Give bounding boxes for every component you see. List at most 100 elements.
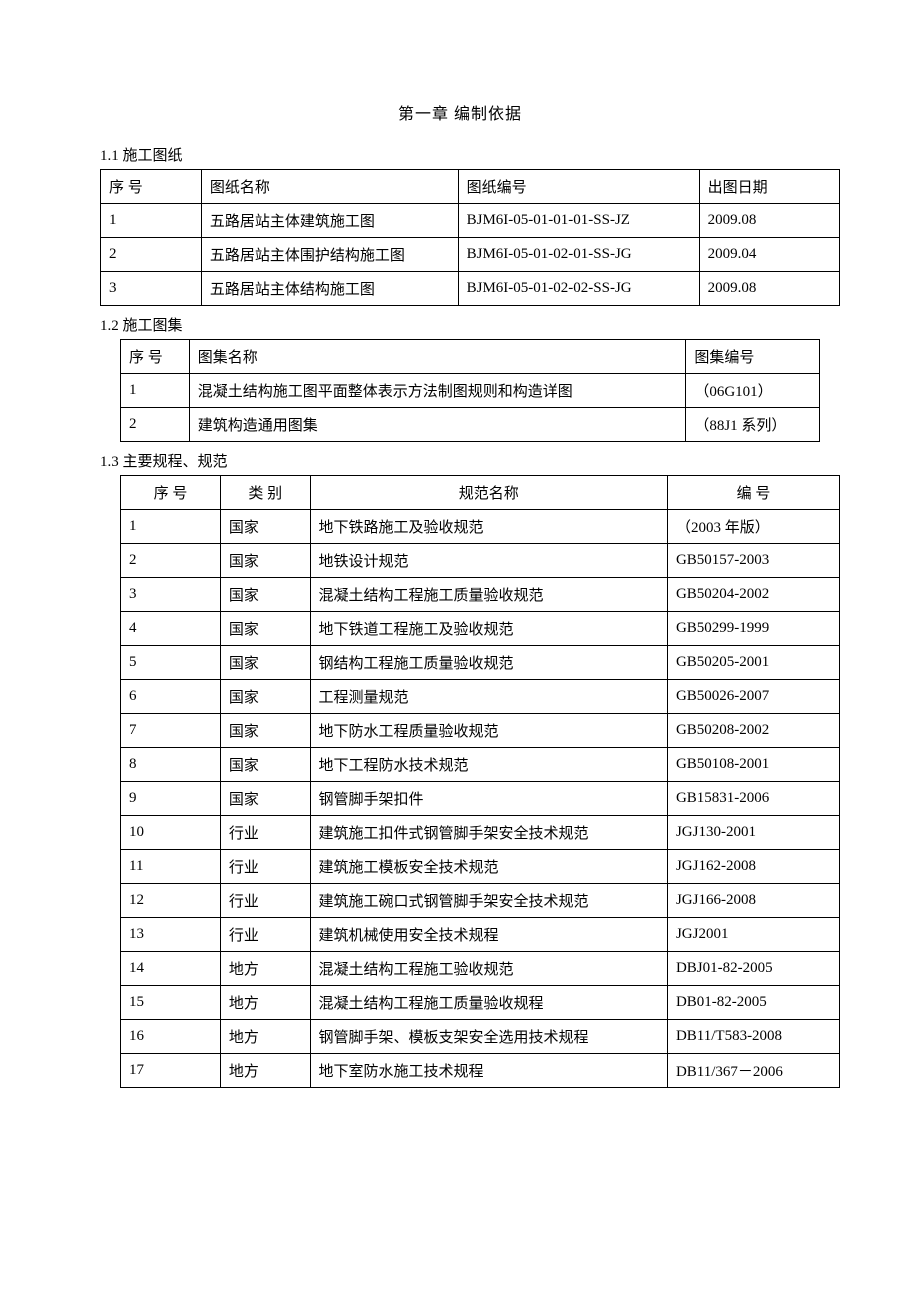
cell-code: （06G101）: [686, 374, 820, 408]
table-row: 1国家地下铁路施工及验收规范（2003 年版）: [121, 510, 840, 544]
cell-date: 2009.08: [699, 272, 839, 306]
cell-code: DBJ01-82-2005: [667, 952, 839, 986]
cell-code: （2003 年版）: [667, 510, 839, 544]
cell-seq: 9: [121, 782, 221, 816]
cell-seq: 15: [121, 986, 221, 1020]
cell-cat: 国家: [220, 748, 310, 782]
table-standards: 序 号 类 别 规范名称 编 号 1国家地下铁路施工及验收规范（2003 年版）…: [120, 475, 840, 1088]
header-seq: 序 号: [121, 476, 221, 510]
table-row: 1五路居站主体建筑施工图BJM6I-05-01-01-01-SS-JZ2009.…: [101, 204, 840, 238]
table-row: 13行业建筑机械使用安全技术规程JGJ2001: [121, 918, 840, 952]
cell-date: 2009.04: [699, 238, 839, 272]
cell-cat: 国家: [220, 782, 310, 816]
table-row: 10行业建筑施工扣件式钢管脚手架安全技术规范JGJ130-2001: [121, 816, 840, 850]
cell-name: 五路居站主体围护结构施工图: [201, 238, 458, 272]
table-row: 12行业建筑施工碗口式钢管脚手架安全技术规范JGJ166-2008: [121, 884, 840, 918]
cell-seq: 3: [101, 272, 202, 306]
table-header-row: 序 号 图纸名称 图纸编号 出图日期: [101, 170, 840, 204]
cell-code: GB50026-2007: [667, 680, 839, 714]
cell-cat: 国家: [220, 544, 310, 578]
cell-cat: 国家: [220, 612, 310, 646]
cell-name: 建筑构造通用图集: [189, 408, 686, 442]
section-2-heading: 1.2 施工图集: [100, 314, 820, 335]
cell-cat: 国家: [220, 646, 310, 680]
cell-seq: 1: [101, 204, 202, 238]
cell-code: BJM6I-05-01-02-02-SS-JG: [458, 272, 699, 306]
cell-name: 地下防水工程质量验收规范: [310, 714, 667, 748]
table-row: 1混凝土结构施工图平面整体表示方法制图规则和构造详图（06G101）: [121, 374, 820, 408]
cell-name: 混凝土结构施工图平面整体表示方法制图规则和构造详图: [189, 374, 686, 408]
cell-name: 五路居站主体结构施工图: [201, 272, 458, 306]
cell-name: 地下室防水施工技术规程: [310, 1054, 667, 1088]
header-date: 出图日期: [699, 170, 839, 204]
cell-cat: 地方: [220, 1054, 310, 1088]
table-row: 17地方地下室防水施工技术规程DB11/367－2006: [121, 1054, 840, 1088]
table-drawings: 序 号 图纸名称 图纸编号 出图日期 1五路居站主体建筑施工图BJM6I-05-…: [100, 169, 840, 306]
section-3-heading: 1.3 主要规程、规范: [100, 450, 820, 471]
cell-cat: 国家: [220, 680, 310, 714]
cell-code: BJM6I-05-01-02-01-SS-JG: [458, 238, 699, 272]
cell-code: JGJ2001: [667, 918, 839, 952]
table-row: 3五路居站主体结构施工图BJM6I-05-01-02-02-SS-JG2009.…: [101, 272, 840, 306]
cell-code: JGJ162-2008: [667, 850, 839, 884]
table-header-row: 序 号 图集名称 图集编号: [121, 340, 820, 374]
cell-cat: 行业: [220, 918, 310, 952]
cell-name: 混凝土结构工程施工验收规范: [310, 952, 667, 986]
cell-seq: 1: [121, 510, 221, 544]
table-row: 9国家钢管脚手架扣件GB15831-2006: [121, 782, 840, 816]
cell-name: 地下工程防水技术规范: [310, 748, 667, 782]
cell-date: 2009.08: [699, 204, 839, 238]
cell-code: GB50299-1999: [667, 612, 839, 646]
cell-code: DB01-82-2005: [667, 986, 839, 1020]
cell-code: BJM6I-05-01-01-01-SS-JZ: [458, 204, 699, 238]
cell-code: GB50205-2001: [667, 646, 839, 680]
cell-code: GB15831-2006: [667, 782, 839, 816]
cell-name: 工程测量规范: [310, 680, 667, 714]
cell-cat: 行业: [220, 816, 310, 850]
table-row: 5国家钢结构工程施工质量验收规范GB50205-2001: [121, 646, 840, 680]
cell-code: GB50208-2002: [667, 714, 839, 748]
table-row: 16地方钢管脚手架、模板支架安全选用技术规程DB11/T583-2008: [121, 1020, 840, 1054]
cell-name: 混凝土结构工程施工质量验收规范: [310, 578, 667, 612]
section-1-heading: 1.1 施工图纸: [100, 144, 820, 165]
header-name: 图纸名称: [201, 170, 458, 204]
table-row: 7国家地下防水工程质量验收规范GB50208-2002: [121, 714, 840, 748]
cell-seq: 7: [121, 714, 221, 748]
table-row: 3国家混凝土结构工程施工质量验收规范GB50204-2002: [121, 578, 840, 612]
cell-code: GB50157-2003: [667, 544, 839, 578]
header-code: 图纸编号: [458, 170, 699, 204]
header-name: 规范名称: [310, 476, 667, 510]
cell-name: 混凝土结构工程施工质量验收规程: [310, 986, 667, 1020]
cell-seq: 12: [121, 884, 221, 918]
table-row: 2建筑构造通用图集（88J1 系列）: [121, 408, 820, 442]
header-code: 图集编号: [686, 340, 820, 374]
header-seq: 序 号: [121, 340, 190, 374]
cell-cat: 行业: [220, 850, 310, 884]
cell-name: 地下铁路施工及验收规范: [310, 510, 667, 544]
cell-seq: 10: [121, 816, 221, 850]
table-row: 15地方混凝土结构工程施工质量验收规程DB01-82-2005: [121, 986, 840, 1020]
header-code: 编 号: [667, 476, 839, 510]
cell-seq: 17: [121, 1054, 221, 1088]
cell-code: JGJ130-2001: [667, 816, 839, 850]
cell-code: DB11/367－2006: [667, 1054, 839, 1088]
table-header-row: 序 号 类 别 规范名称 编 号: [121, 476, 840, 510]
cell-seq: 1: [121, 374, 190, 408]
cell-code: DB11/T583-2008: [667, 1020, 839, 1054]
cell-seq: 4: [121, 612, 221, 646]
cell-name: 钢结构工程施工质量验收规范: [310, 646, 667, 680]
header-name: 图集名称: [189, 340, 686, 374]
cell-seq: 5: [121, 646, 221, 680]
cell-seq: 2: [101, 238, 202, 272]
cell-code: GB50204-2002: [667, 578, 839, 612]
cell-name: 钢管脚手架、模板支架安全选用技术规程: [310, 1020, 667, 1054]
cell-seq: 11: [121, 850, 221, 884]
table-row: 4国家地下铁道工程施工及验收规范GB50299-1999: [121, 612, 840, 646]
table-row: 8国家地下工程防水技术规范GB50108-2001: [121, 748, 840, 782]
chapter-title: 第一章 编制依据: [100, 100, 820, 124]
cell-cat: 行业: [220, 884, 310, 918]
cell-code: （88J1 系列）: [686, 408, 820, 442]
header-seq: 序 号: [101, 170, 202, 204]
cell-name: 地下铁道工程施工及验收规范: [310, 612, 667, 646]
cell-cat: 国家: [220, 578, 310, 612]
